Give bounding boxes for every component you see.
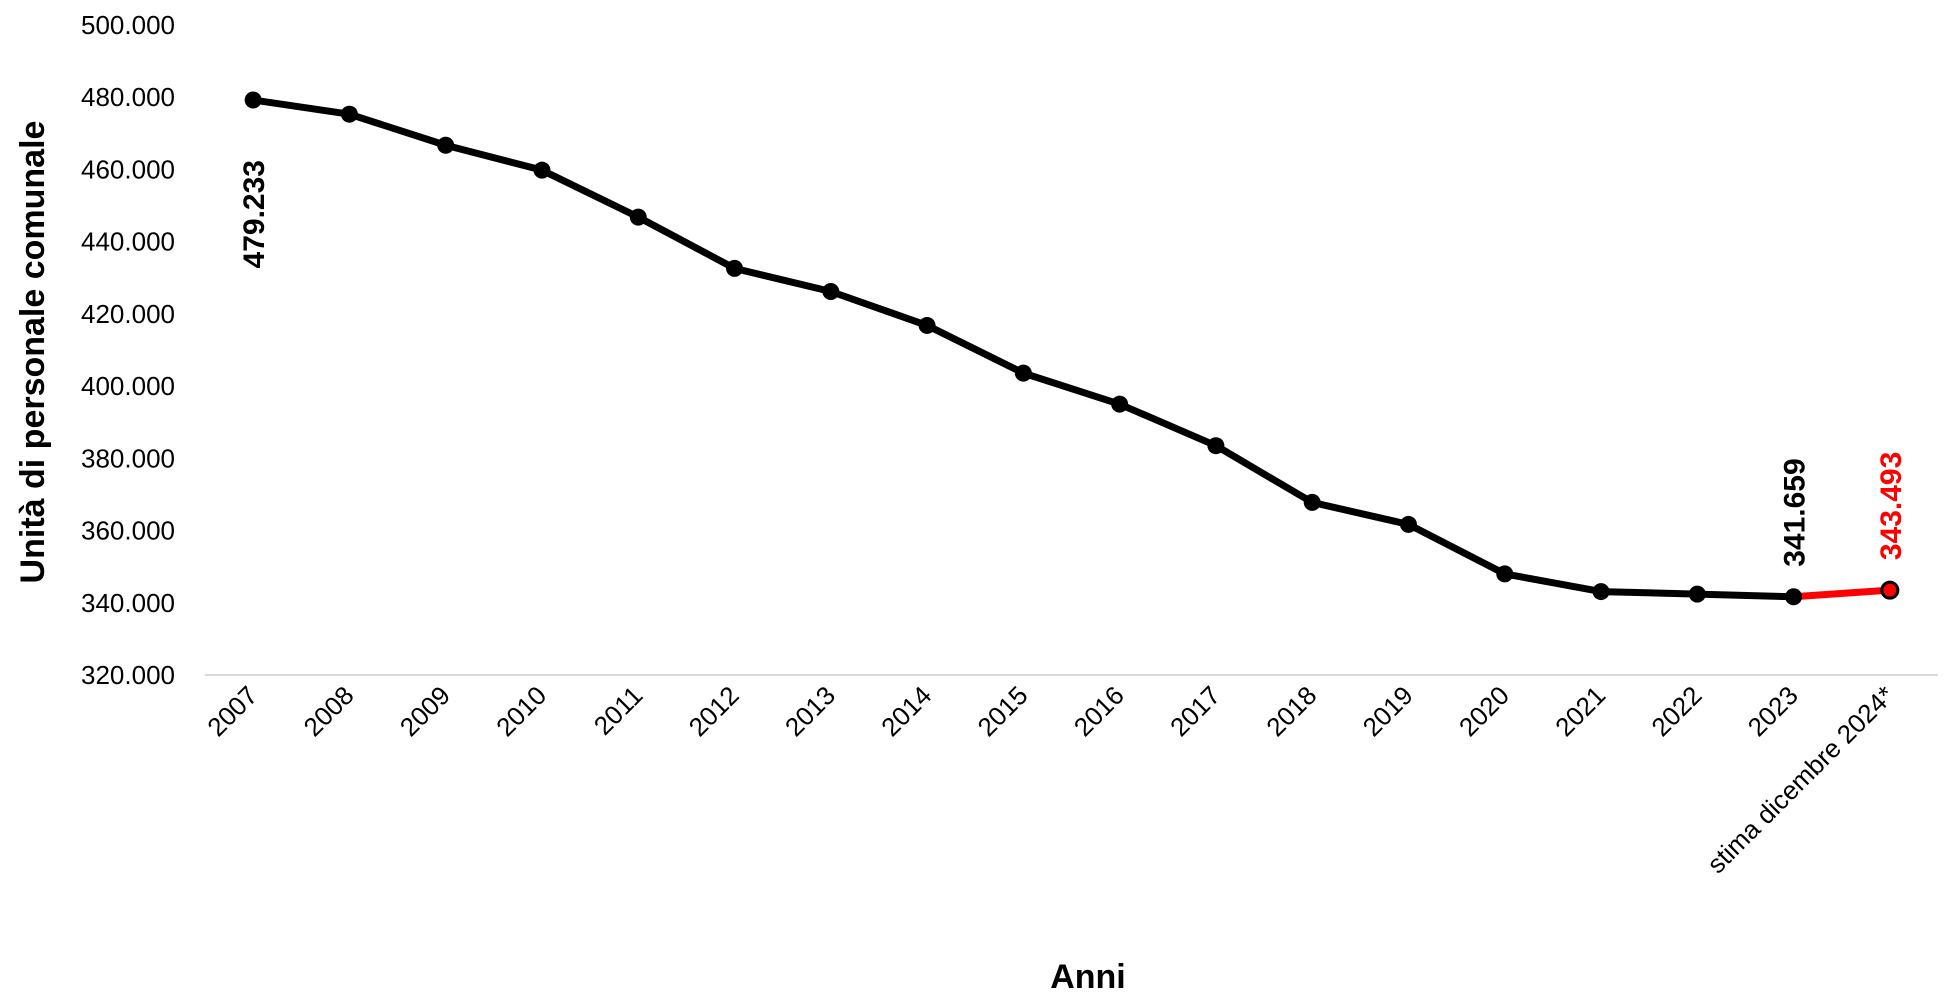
x-tick-label: 2018 [1260,680,1322,742]
x-tick-label: 2011 [588,680,649,741]
data-point [1399,515,1417,533]
data-point [629,208,647,226]
x-tick-label: 2009 [394,680,456,742]
x-tick-label: 2013 [779,680,841,742]
series-line [1790,586,1894,601]
data-label: 341.659 [1779,458,1812,566]
series-lines [249,96,1894,601]
y-tick-label: 440.000 [81,227,175,257]
x-tick-label: 2016 [1068,680,1130,742]
y-axis-ticks: 320.000 340.000 360.000 380.000 400.000 420.0… [81,10,175,690]
data-point [918,316,936,334]
y-axis-title: Unità di personale comunale [14,121,52,584]
data-point [1496,565,1514,583]
data-point [1592,583,1610,601]
x-axis-ticks: 2007 2008 2009 2010 2011 2012 2013 2014 2015 2016… [201,680,1900,879]
x-axis-title: Anni [1050,958,1126,993]
data-point [1785,588,1803,606]
data-point [244,91,262,109]
x-tick-label: 2007 [201,680,263,742]
x-tick-label: 2022 [1645,680,1707,742]
data-label: 343.493 [1875,452,1908,560]
y-tick-label: 460.000 [81,154,175,184]
data-point [340,105,358,123]
y-tick-label: 480.000 [81,82,175,112]
x-tick-label: 2021 [1549,680,1611,742]
data-point [726,259,744,277]
series-points [244,91,1900,606]
x-tick-label: 2012 [683,680,745,742]
x-tick-label: 2023 [1742,680,1804,742]
y-tick-label: 320.000 [81,660,175,690]
y-tick-label: 380.000 [81,443,175,473]
y-tick-label: 400.000 [81,371,175,401]
x-tick-label: stima dicembre 2024* [1701,680,1900,879]
data-point [1207,437,1225,455]
x-tick-label: 2015 [971,680,1033,742]
data-label: 479.233 [238,160,271,268]
x-tick-label: 2020 [1453,680,1515,742]
data-point [822,283,840,300]
x-tick-label: 2010 [490,680,552,742]
x-tick-label: 2019 [1357,680,1419,742]
data-point [533,161,551,179]
data-point [1111,395,1129,413]
data-point [1303,493,1321,511]
data-point-estimate [1880,580,1900,600]
x-tick-label: 2017 [1164,680,1226,742]
x-tick-label: 2008 [298,680,360,742]
y-tick-label: 500.000 [81,10,175,40]
series-line [249,96,1798,601]
data-point [1688,585,1706,603]
y-tick-label: 340.000 [81,588,175,618]
data-point [437,136,455,154]
data-point [1014,364,1032,382]
x-tick-label: 2014 [875,680,937,742]
y-tick-label: 360.000 [81,516,175,546]
data-labels: 479.233 341.659 343.493 [238,160,1908,567]
y-tick-label: 420.000 [81,299,175,329]
